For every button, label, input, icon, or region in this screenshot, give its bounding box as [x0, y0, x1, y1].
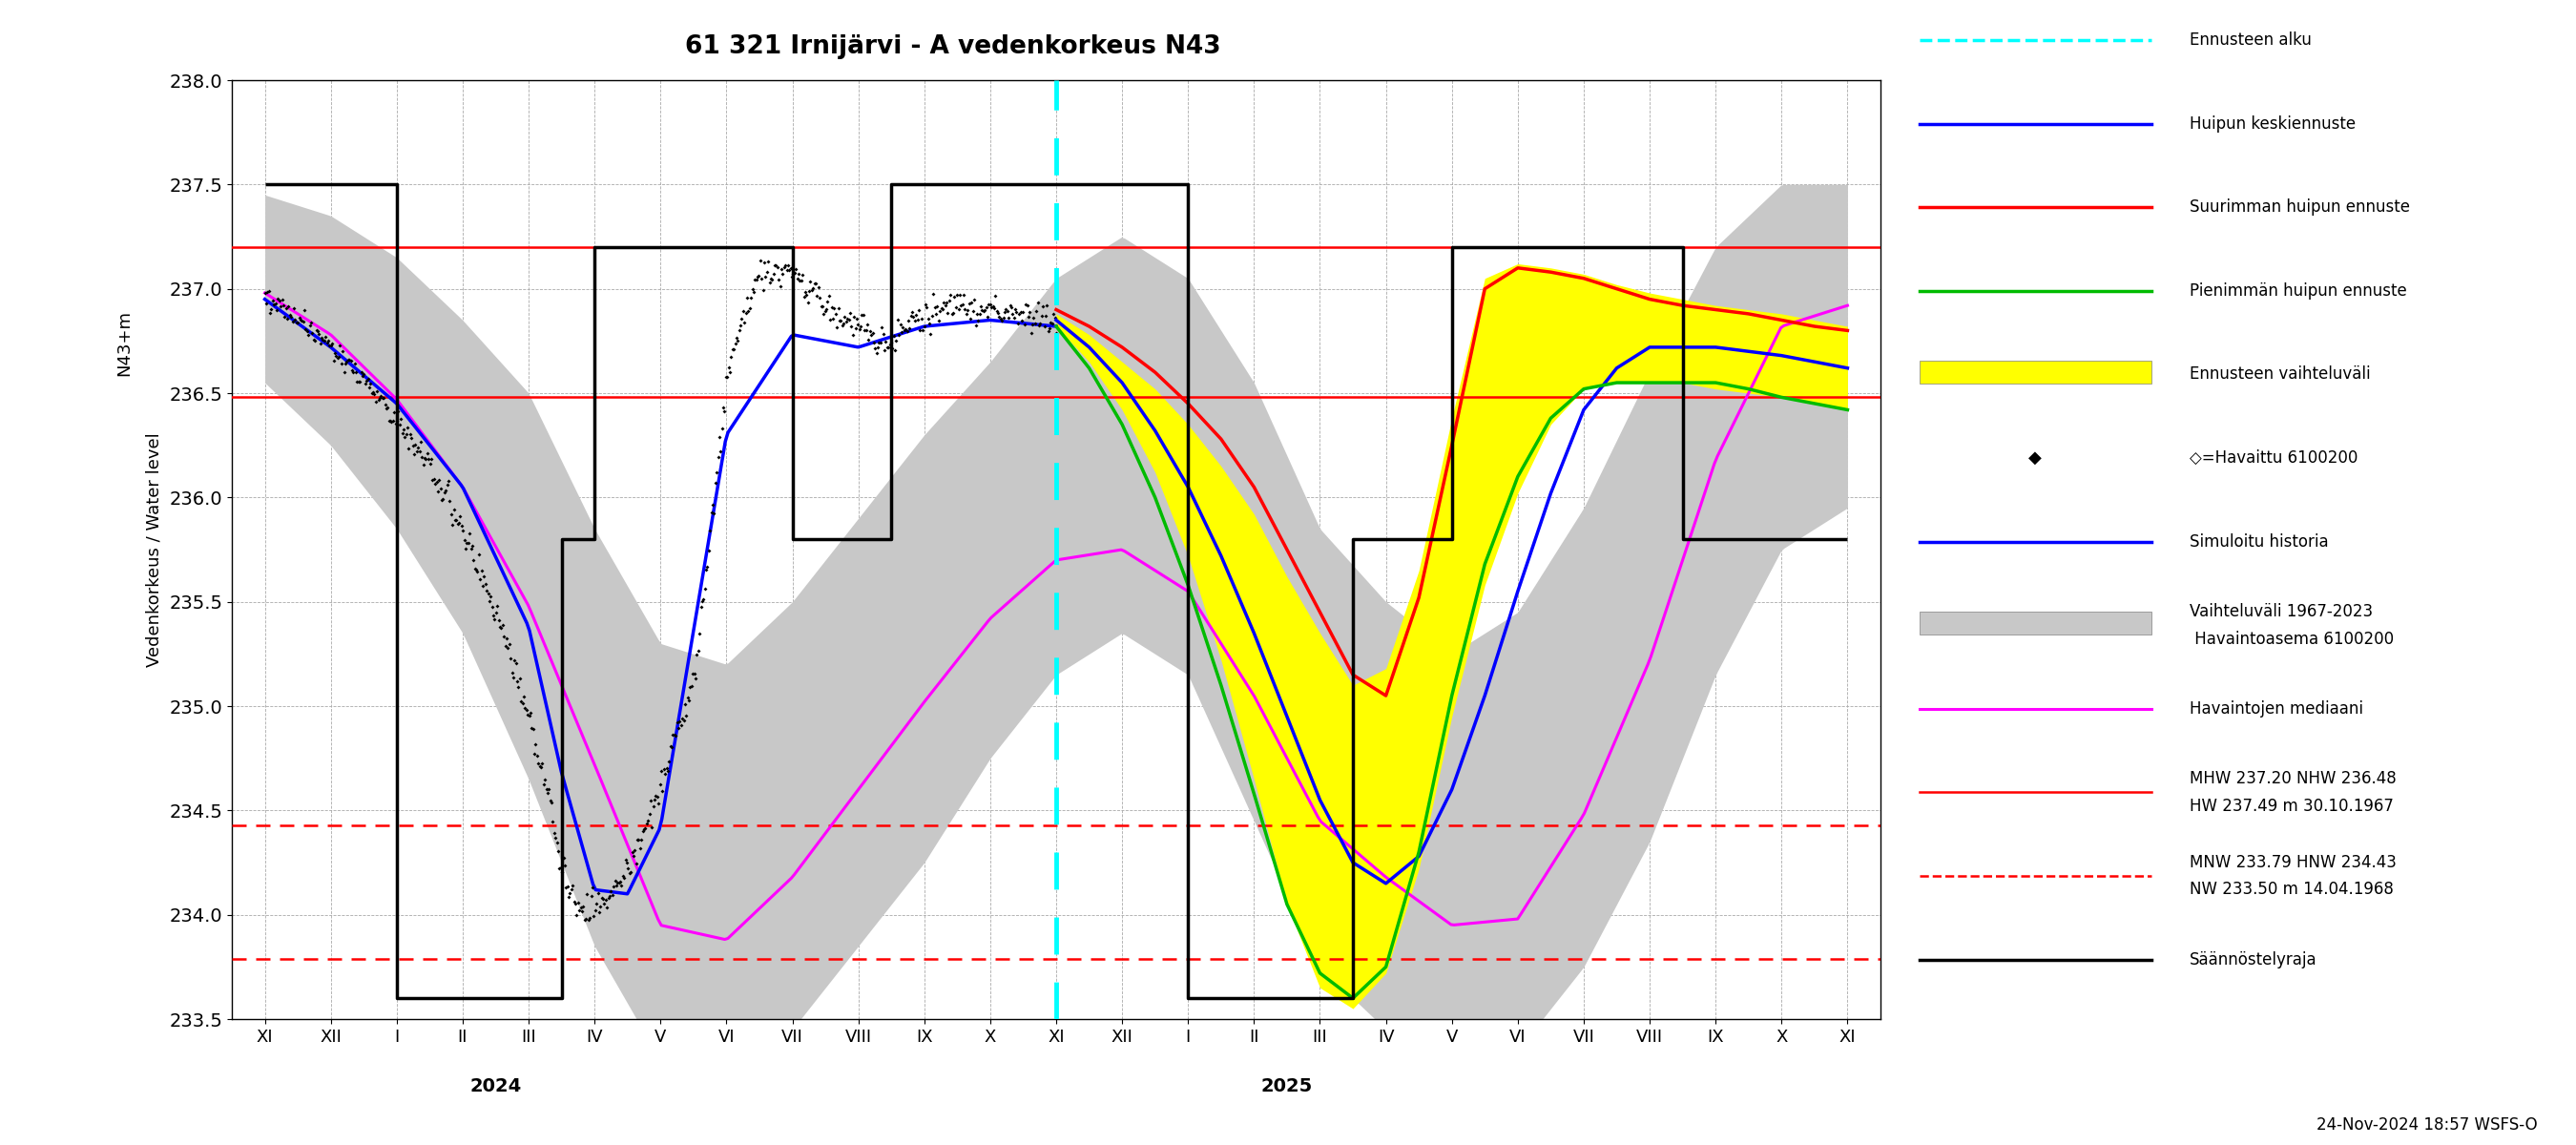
Text: Ennusteen vaihteluväli: Ennusteen vaihteluväli [2190, 365, 2370, 382]
Text: Pienimmän huipun ennuste: Pienimmän huipun ennuste [2190, 282, 2406, 299]
Text: Säännöstelyraja: Säännöstelyraja [2190, 950, 2316, 968]
Text: HW 237.49 m 30.10.1967: HW 237.49 m 30.10.1967 [2190, 797, 2393, 815]
Text: Ennusteen alku: Ennusteen alku [2190, 31, 2311, 48]
Y-axis label: Vedenkorkeus / Water level: Vedenkorkeus / Water level [144, 433, 162, 666]
Text: 2025: 2025 [1262, 1077, 1314, 1096]
Text: MHW 237.20 NHW 236.48: MHW 237.20 NHW 236.48 [2190, 769, 2396, 788]
Text: MNW 233.79 HNW 234.43: MNW 233.79 HNW 234.43 [2190, 854, 2396, 870]
Text: 24-Nov-2024 18:57 WSFS-O: 24-Nov-2024 18:57 WSFS-O [2316, 1116, 2537, 1134]
Text: Vaihteluväli 1967-2023: Vaihteluväli 1967-2023 [2190, 602, 2372, 621]
Text: ◇=Havaittu 6100200: ◇=Havaittu 6100200 [2190, 449, 2357, 467]
Text: 61 321 Irnijärvi - A vedenkorkeus N43: 61 321 Irnijärvi - A vedenkorkeus N43 [685, 34, 1221, 60]
Text: 2024: 2024 [469, 1077, 520, 1096]
Text: N43+m: N43+m [116, 310, 134, 376]
Text: NW 233.50 m 14.04.1968: NW 233.50 m 14.04.1968 [2190, 882, 2393, 898]
Text: Havaintojen mediaani: Havaintojen mediaani [2190, 700, 2362, 717]
Text: Huipun keskiennuste: Huipun keskiennuste [2190, 114, 2354, 132]
Text: Havaintoasema 6100200: Havaintoasema 6100200 [2190, 630, 2393, 648]
Text: Simuloitu historia: Simuloitu historia [2190, 534, 2329, 551]
Text: ◆: ◆ [2027, 449, 2043, 467]
Text: Suurimman huipun ennuste: Suurimman huipun ennuste [2190, 199, 2411, 215]
